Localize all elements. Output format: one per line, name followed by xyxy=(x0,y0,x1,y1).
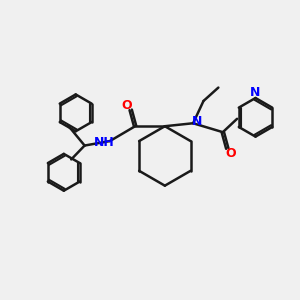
Text: N: N xyxy=(250,86,261,99)
Text: O: O xyxy=(225,147,236,161)
Text: O: O xyxy=(122,99,132,112)
Text: N: N xyxy=(191,115,202,128)
Text: NH: NH xyxy=(94,136,115,149)
